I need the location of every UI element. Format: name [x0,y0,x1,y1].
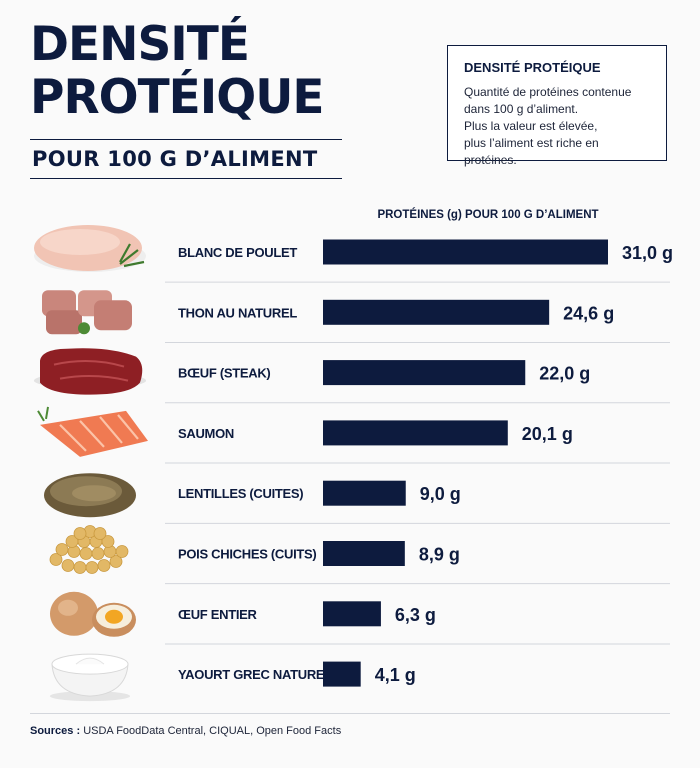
info-box-line: dans 100 g d’aliment. [464,102,579,116]
data-label: 24,6 g [563,303,614,323]
category-label: YAOURT GREC NATURE [178,667,325,682]
salmon-icon [37,406,148,457]
info-box-line: Plus la valeur est élevée, [464,119,598,133]
bar [323,661,361,687]
bar [323,601,381,627]
category-label: BLANC DE POULET [178,245,297,260]
bar [323,420,508,446]
page-title-line-1: DENSITÉ [30,17,250,72]
sources-label: Sources : [30,725,81,737]
bar [323,360,526,386]
info-box-line: plus l’aliment est riche en protéines. [464,136,599,167]
bar [323,541,405,566]
beef-steak-icon [34,348,146,395]
title-divider-bottom [30,178,342,179]
title-divider-top [30,139,342,140]
chickpeas-icon [49,525,129,574]
info-box-title: DENSITÉ PROTÉIQUE [464,60,601,75]
greek-yogurt-icon [50,653,130,702]
data-label: 20,1 g [522,424,573,444]
category-label: THON AU NATUREL [178,305,297,320]
x-axis-title: PROTÉINES (g) POUR 100 G D’ALIMENT [377,208,598,221]
bar [323,299,550,325]
bar [323,239,608,265]
data-label: 4,1 g [375,665,416,685]
lentils-icon [44,473,136,518]
sources-note: Sources : USDA FoodData Central, CIQUAL,… [30,725,341,737]
data-label: 31,0 g [622,243,673,263]
page-subtitle: POUR 100 G D’ALIMENT [32,147,318,171]
category-label: LENTILLES (CUITES) [178,486,303,501]
data-label: 9,0 g [420,484,461,504]
data-label: 8,9 g [419,545,460,565]
chicken-breast-icon [34,225,146,272]
sources-text: USDA FoodData Central, CIQUAL, Open Food… [80,725,342,737]
info-box-line: Quantité de protéines contenue [464,85,632,99]
info-box: DENSITÉ PROTÉIQUE Quantité de protéines … [447,45,667,167]
footer-divider [30,713,670,714]
bar [323,480,406,506]
category-label: POIS CHICHES (CUITS) [178,547,316,562]
data-label: 22,0 g [539,364,590,384]
category-label: SAUMON [178,426,234,441]
data-label: 6,3 g [395,605,436,625]
page-title-line-2: PROTÉIQUE [30,70,324,125]
egg-icon [50,591,136,637]
tuna-icon [42,290,132,335]
category-label: BŒUF (STEAK) [178,366,270,381]
category-label: ŒUF ENTIER [178,607,258,622]
